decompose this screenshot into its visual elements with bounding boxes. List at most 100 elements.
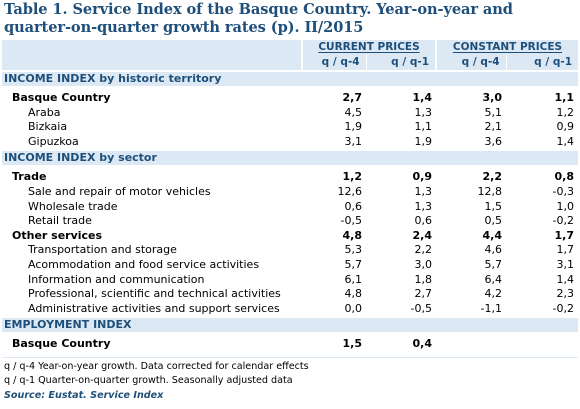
cell-value: 0,8 xyxy=(554,170,575,184)
cell-value: 5,3 xyxy=(344,243,363,257)
cell-value: 2,1 xyxy=(484,120,503,134)
cell-value: 12,6 xyxy=(337,184,363,198)
row-label: Professional, scientific and technical a… xyxy=(28,287,281,301)
table-row: Basque Country 2,7 1,4 3,0 1,1 xyxy=(2,91,578,106)
header-blank xyxy=(2,40,302,55)
header-blank xyxy=(2,55,302,71)
table-row: Sale and repair of motor vehicles 12,6 1… xyxy=(2,185,578,200)
row-label: Retail trade xyxy=(28,214,92,228)
table-bottom-rule xyxy=(2,357,578,358)
cell-value: 4,8 xyxy=(342,228,363,242)
row-label: Information and communication xyxy=(28,272,205,286)
service-index-table: CURRENT PRICES CONSTANT PRICES q / q-4 q… xyxy=(2,40,579,352)
cell-value: 1,8 xyxy=(414,272,433,286)
cell-value: 4,8 xyxy=(344,287,363,301)
table-row: Retail trade -0,5 0,6 0,5 -0,2 xyxy=(2,214,578,229)
table-row: Bizkaia 1,9 1,1 2,1 0,9 xyxy=(2,120,578,135)
row-label: Sale and repair of motor vehicles xyxy=(28,184,211,198)
row-label: Araba xyxy=(28,105,61,119)
cell-value: 2,3 xyxy=(556,287,575,301)
source-note: Source: Eustat. Service Index xyxy=(4,390,164,401)
cell-value: 1,1 xyxy=(554,91,575,104)
header-current-prices: CURRENT PRICES xyxy=(301,40,436,55)
cell-value: 4,6 xyxy=(484,243,503,257)
cell-value: 2,7 xyxy=(414,287,433,301)
cell-value: 4,2 xyxy=(484,287,503,301)
cell-value: 3,1 xyxy=(556,257,575,271)
row-label: Trade xyxy=(12,170,47,184)
table-row: Administrative activities and support se… xyxy=(2,302,578,318)
header-current-yoy: q / q-4 xyxy=(301,55,366,71)
section-income-sector: INCOME INDEX by sector xyxy=(2,149,579,166)
cell-value: -1,1 xyxy=(480,301,502,315)
table-title: Table 1. Service Index of the Basque Cou… xyxy=(4,1,513,36)
section-title: INCOME INDEX by sector xyxy=(2,149,579,166)
table-row: Wholesale trade 0,6 1,3 1,5 1,0 xyxy=(2,200,578,215)
row-label: Other services xyxy=(12,228,103,242)
cell-value: -0,3 xyxy=(552,184,575,198)
row-label: Bizkaia xyxy=(28,120,68,134)
cell-value: 0,9 xyxy=(412,170,433,184)
cell-value xyxy=(436,337,506,352)
cell-value: -0,2 xyxy=(552,214,575,228)
table-row: Gipuzkoa 3,1 1,9 3,6 1,4 xyxy=(2,135,578,151)
cell-value: 5,7 xyxy=(484,257,503,271)
cell-value: 12,8 xyxy=(477,184,503,198)
cell-value: 0,4 xyxy=(412,337,433,351)
cell-value: 1,9 xyxy=(414,134,433,148)
header-constant-prices: CONSTANT PRICES xyxy=(434,40,579,55)
cell-value: 3,1 xyxy=(344,134,363,148)
cell-value: 2,2 xyxy=(414,243,433,257)
cell-value: 3,6 xyxy=(484,134,503,148)
cell-value: 1,3 xyxy=(414,199,433,213)
row-label: Gipuzkoa xyxy=(28,134,79,148)
cell-value: 5,7 xyxy=(344,257,363,271)
cell-value: 1,3 xyxy=(414,184,433,198)
row-label: Basque Country xyxy=(12,91,111,104)
cell-value: 0,6 xyxy=(344,199,363,213)
footnote-qoq: q / q-1 Quarter-on-quarter growth. Seaso… xyxy=(4,375,293,386)
section-title: EMPLOYMENT INDEX xyxy=(2,316,579,333)
cell-value: 0,0 xyxy=(344,301,363,315)
header-row-groups: CURRENT PRICES CONSTANT PRICES xyxy=(2,40,579,55)
row-label: Basque Country xyxy=(12,337,111,351)
table-row: Transportation and storage 5,3 2,2 4,6 1… xyxy=(2,243,578,258)
header-current-qoq: q / q-1 xyxy=(365,55,436,71)
cell-value: 1,4 xyxy=(556,134,575,148)
table-row: Acommodation and food service activities… xyxy=(2,258,578,273)
cell-value: -0,5 xyxy=(340,214,362,228)
row-label: Wholesale trade xyxy=(28,199,118,213)
cell-value: 2,2 xyxy=(482,170,503,184)
section-employment: EMPLOYMENT INDEX xyxy=(2,316,579,333)
section-income-territory: INCOME INDEX by historic territory xyxy=(2,70,579,86)
cell-value: 0,6 xyxy=(414,214,433,228)
table-row: Other services 4,8 2,4 4,4 1,7 xyxy=(2,229,578,244)
section-title: INCOME INDEX by historic territory xyxy=(2,70,579,86)
cell-value: 1,9 xyxy=(344,120,363,134)
header-row-columns: q / q-4 q / q-1 q / q-4 q / q-1 xyxy=(2,55,579,71)
cell-value: 4,4 xyxy=(482,228,503,242)
cell-value: 2,4 xyxy=(412,228,433,242)
table-row: Araba 4,5 1,3 5,1 1,2 xyxy=(2,106,578,121)
table-container: CURRENT PRICES CONSTANT PRICES q / q-4 q… xyxy=(2,40,579,352)
header-constant-yoy: q / q-4 xyxy=(435,55,506,71)
cell-value: 1,5 xyxy=(484,199,503,213)
table-row: Trade 1,2 0,9 2,2 0,8 xyxy=(2,170,578,185)
cell-value: 1,0 xyxy=(556,199,575,213)
cell-value: 6,4 xyxy=(484,272,503,286)
cell-value: 6,1 xyxy=(344,272,363,286)
cell-value: 1,2 xyxy=(342,170,363,184)
cell-value: 1,4 xyxy=(412,91,433,104)
header-constant-qoq: q / q-1 xyxy=(505,55,579,71)
cell-value: 1,7 xyxy=(556,243,575,257)
row-label: Acommodation and food service activities xyxy=(28,257,260,271)
cell-value: -0,2 xyxy=(552,301,575,315)
row-label: Transportation and storage xyxy=(28,243,177,257)
cell-value: 1,7 xyxy=(554,228,575,242)
cell-value: -0,5 xyxy=(410,301,432,315)
cell-value: 1,4 xyxy=(556,272,575,286)
cell-value: 0,5 xyxy=(484,214,503,228)
cell-value: 1,2 xyxy=(556,105,575,119)
cell-value: 3,0 xyxy=(414,257,433,271)
